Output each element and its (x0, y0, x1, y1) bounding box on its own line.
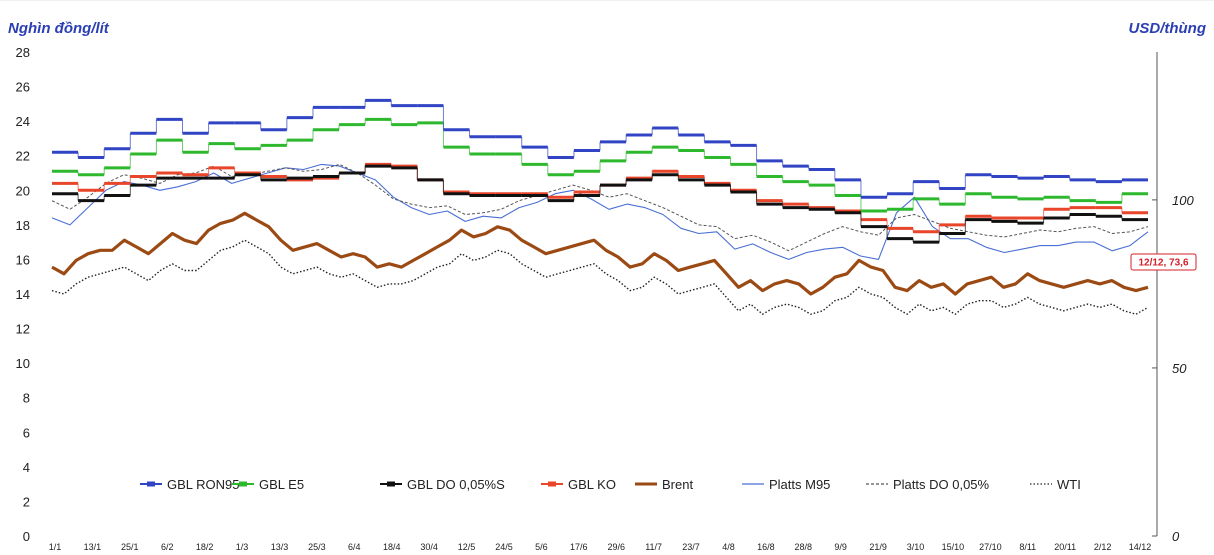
series-brent-line (51, 211, 1149, 296)
left-axis-label: Nghìn đồng/lít (8, 20, 110, 37)
y-right-tick-label: 50 (1172, 361, 1187, 376)
x-tick-label: 13/3 (271, 542, 289, 552)
x-tick-label: 13/1 (84, 542, 102, 552)
legend-label-wti: WTI (1057, 477, 1081, 492)
x-tick-label: 18/2 (196, 542, 214, 552)
callout-text: 12/12, 73,6 (1138, 258, 1188, 269)
x-tick-label: 5/6 (535, 542, 548, 552)
y-left-tick-label: 14 (16, 287, 30, 302)
y-left-tick-label: 16 (16, 252, 30, 267)
right-axis-label: USD/thùng (1129, 20, 1206, 37)
legend: GBL RON95 GBL E5 GBL DO 0,05%S GBL KO Brent P… (140, 477, 1081, 492)
x-tick-label: 17/6 (570, 542, 588, 552)
callout-box (1130, 253, 1197, 271)
y-left-tick-label: 18 (16, 218, 30, 233)
x-tick-label: 20/11 (1054, 542, 1076, 552)
x-tick-label: 9/9 (834, 542, 847, 552)
legend-marker-gbl-do-0-05-s (387, 481, 395, 487)
legend-label-gbl-ron95: GBL RON95 (167, 477, 240, 492)
legend-marker-gbl-ko (548, 481, 556, 487)
x-tick-label: 21/9 (869, 542, 887, 552)
x-tick-label: 11/7 (645, 542, 662, 552)
x-axis-ticks: 1/1 13/1 25/1 6/2 18/2 1/3 13/3 25/3 6/4 18/4 30/4… (49, 542, 1152, 552)
y-right-tick-label: 0 (1172, 529, 1180, 544)
x-tick-label: 16/8 (757, 542, 775, 552)
x-tick-label: 3/10 (907, 542, 925, 552)
legend-label-gbl-do-0-05-s: GBL DO 0,05%S (407, 477, 505, 492)
legend-marker-gbl-ron95 (147, 481, 155, 487)
x-tick-label: 12/5 (458, 542, 476, 552)
right-axis-ticks: 0 50 100 (1152, 193, 1194, 544)
x-tick-label: 14/12 (1129, 542, 1152, 552)
x-tick-label: 15/10 (942, 542, 965, 552)
series-wti-line (51, 239, 1149, 315)
y-left-tick-label: 28 (16, 45, 30, 60)
callout: 12/12, 73,6 (1130, 253, 1197, 271)
x-tick-label: 23/7 (682, 542, 700, 552)
x-tick-label: 25/1 (121, 542, 139, 552)
y-left-tick-label: 6 (23, 425, 30, 440)
x-tick-label: 25/3 (308, 542, 326, 552)
legend-marker-gbl-e5 (239, 481, 247, 487)
series-platts-m95-line (51, 163, 1149, 260)
legend-label-platts-do-0-05: Platts DO 0,05% (893, 477, 990, 492)
y-left-tick-label: 8 (23, 391, 30, 406)
y-left-tick-label: 10 (16, 356, 30, 371)
legend-label-brent: Brent (662, 477, 693, 492)
x-tick-label: 29/6 (607, 542, 625, 552)
y-left-tick-label: 12 (16, 322, 30, 337)
y-left-tick-label: 20 (16, 183, 30, 198)
x-tick-label: 4/8 (722, 542, 735, 552)
series-layer (51, 98, 1149, 315)
y-left-tick-label: 24 (16, 114, 30, 129)
legend-label-gbl-e5: GBL E5 (259, 477, 304, 492)
x-tick-label: 18/4 (383, 542, 401, 552)
x-tick-label: 30/4 (420, 542, 438, 552)
x-tick-label: 8/11 (1019, 542, 1036, 552)
x-tick-label: 6/2 (161, 542, 174, 552)
y-left-tick-label: 4 (23, 460, 30, 475)
y-left-tick-label: 22 (16, 149, 30, 164)
y-left-tick-label: 26 (16, 80, 30, 95)
y-left-tick-label: 2 (23, 494, 30, 509)
x-tick-label: 1/1 (49, 542, 62, 552)
x-tick-label: 27/10 (979, 542, 1002, 552)
legend-label-gbl-ko: GBL KO (568, 477, 616, 492)
x-tick-label: 2/12 (1094, 542, 1112, 552)
x-tick-label: 24/5 (495, 542, 513, 552)
y-right-tick-label: 100 (1172, 193, 1194, 208)
x-tick-label: 1/3 (236, 542, 249, 552)
legend-label-platts-m95: Platts M95 (769, 477, 830, 492)
y-left-tick-label: 0 (23, 529, 30, 544)
x-tick-label: 6/4 (348, 542, 361, 552)
x-tick-label: 28/8 (795, 542, 813, 552)
